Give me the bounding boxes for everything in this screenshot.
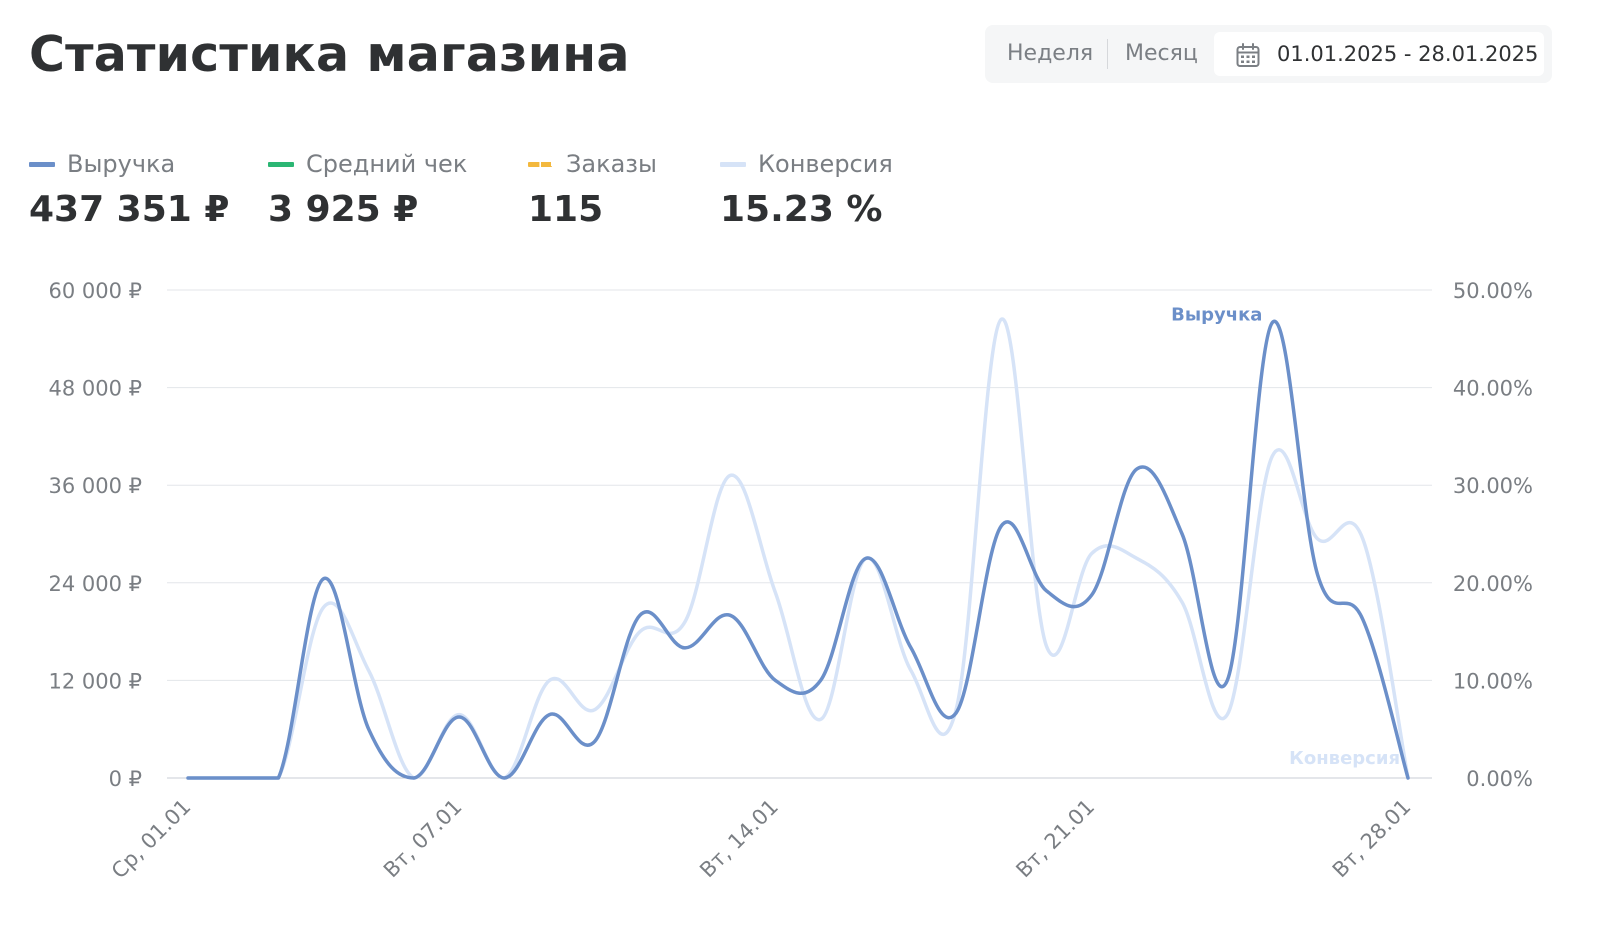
y-tick-label-right: 50.00% — [1453, 279, 1533, 303]
x-tick-label: Вт, 07.01 — [379, 795, 467, 883]
metric-value: 437 351 ₽ — [29, 189, 230, 230]
metric-label: Конверсия — [758, 150, 893, 178]
series-label-revenue: Выручка — [1171, 305, 1262, 326]
y-tick-label-right: 0.00% — [1466, 767, 1533, 791]
y-tick-label-right: 30.00% — [1453, 474, 1533, 498]
series-line-revenue — [186, 319, 1410, 780]
period-selector: Неделя Месяц 01.01.2025 - 28.01.2025 — [985, 25, 1552, 83]
metric-value: 115 — [528, 189, 604, 230]
y-tick-label-left: 48 000 ₽ — [48, 377, 142, 401]
x-tick-label: Ср, 01.01 — [107, 795, 196, 884]
y-tick-label-left: 60 000 ₽ — [48, 279, 142, 303]
legend-swatch-orders — [528, 162, 552, 167]
month-button[interactable]: Месяц — [1125, 41, 1198, 66]
period-divider — [1107, 39, 1108, 69]
y-tick-label-right: 20.00% — [1453, 572, 1533, 596]
date-range-picker[interactable]: 01.01.2025 - 28.01.2025 — [1214, 32, 1544, 76]
legend-swatch-revenue — [29, 162, 55, 167]
metric-value: 3 925 ₽ — [268, 189, 419, 230]
metric-label: Средний чек — [306, 150, 468, 178]
y-tick-label-right: 40.00% — [1453, 377, 1533, 401]
y-tick-label-right: 10.00% — [1453, 669, 1533, 693]
page-title: Статистика магазина — [29, 26, 630, 83]
metric-value: 15.23 % — [720, 189, 883, 230]
x-tick-label: Вт, 28.01 — [1328, 795, 1416, 883]
x-tick-label: Вт, 21.01 — [1011, 795, 1099, 883]
calendar-icon — [1236, 43, 1260, 67]
date-range-text: 01.01.2025 - 28.01.2025 — [1277, 42, 1539, 66]
y-tick-label-left: 0 ₽ — [109, 767, 142, 791]
metric-label: Выручка — [67, 150, 176, 178]
x-tick-label: Вт, 14.01 — [695, 795, 783, 883]
series-label-conversion: Конверсия — [1289, 748, 1400, 769]
y-tick-label-left: 24 000 ₽ — [48, 572, 142, 596]
metric-label: Заказы — [566, 150, 658, 178]
y-tick-label-left: 12 000 ₽ — [48, 669, 142, 693]
legend-swatch-average-check — [268, 162, 294, 167]
y-tick-label-left: 36 000 ₽ — [48, 474, 142, 498]
legend-swatch-conversion — [720, 162, 746, 167]
week-button[interactable]: Неделя — [1007, 41, 1094, 66]
